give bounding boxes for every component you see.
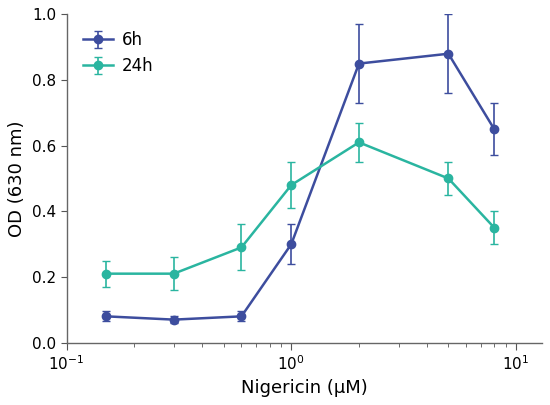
X-axis label: Nigericin (μM): Nigericin (μM) [241, 379, 367, 396]
Legend: 6h, 24h: 6h, 24h [75, 23, 162, 84]
Y-axis label: OD (630 nm): OD (630 nm) [8, 120, 26, 237]
